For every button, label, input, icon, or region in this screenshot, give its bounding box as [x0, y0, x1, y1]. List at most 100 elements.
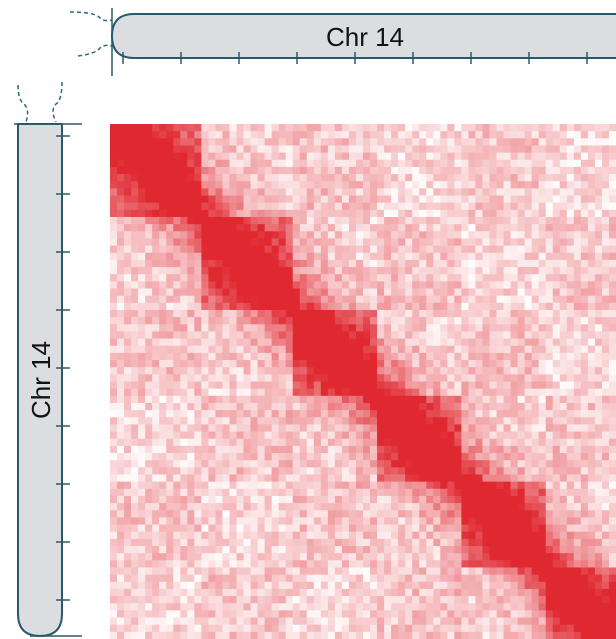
heatmap-cell [180, 288, 188, 297]
heatmap-cell [243, 209, 251, 218]
heatmap-cell [489, 245, 497, 254]
heatmap-cell [552, 453, 561, 461]
heatmap-cell [370, 445, 378, 454]
heatmap-cell [370, 524, 378, 533]
heatmap-cell [117, 581, 125, 590]
heatmap-cell [208, 174, 216, 182]
heatmap-cell [475, 588, 483, 597]
heatmap-cell [138, 431, 146, 440]
heatmap-cell [173, 295, 181, 304]
heatmap-cell [306, 231, 315, 239]
heatmap-cell [173, 445, 181, 454]
heatmap-cell [278, 402, 287, 411]
heatmap-cell [510, 381, 519, 390]
heatmap-cell [503, 324, 511, 332]
heatmap-cell [194, 159, 202, 168]
heatmap-cell [419, 216, 427, 225]
heatmap-cell [503, 510, 511, 518]
heatmap-cell [299, 617, 308, 626]
heatmap-cell [222, 402, 230, 411]
heatmap-cell [285, 224, 294, 232]
heatmap-cell [510, 302, 519, 311]
heatmap-cell [173, 209, 181, 218]
heatmap-cell [426, 145, 434, 154]
heatmap-cell [166, 567, 174, 576]
heatmap-cell [257, 617, 266, 626]
heatmap-cell [257, 367, 266, 375]
heatmap-cell [384, 438, 392, 447]
heatmap-cell [391, 395, 399, 404]
heatmap-cell [264, 360, 273, 368]
heatmap-cell [419, 338, 427, 347]
heatmap-cell [180, 524, 188, 533]
heatmap-cell [355, 574, 364, 583]
heatmap-cell [138, 567, 146, 576]
heatmap-cell [215, 195, 223, 204]
heatmap-cell [482, 445, 490, 454]
heatmap-cell [594, 195, 603, 204]
heatmap-cell [145, 209, 153, 218]
heatmap-cell [482, 453, 490, 461]
heatmap-cell [131, 166, 139, 175]
heatmap-cell [152, 402, 160, 411]
heatmap-cell [131, 467, 139, 475]
heatmap-cell [145, 360, 153, 368]
heatmap-cell [405, 216, 413, 225]
heatmap-cell [447, 510, 455, 518]
heatmap-cell [341, 374, 350, 382]
heatmap-cell [461, 546, 469, 554]
heatmap-cell [299, 588, 308, 597]
heatmap-cell [573, 188, 582, 196]
heatmap-cell [468, 367, 476, 375]
heatmap-cell [236, 166, 244, 175]
heatmap-cell [454, 188, 462, 196]
heatmap-cell [208, 510, 216, 518]
heatmap-cell [306, 302, 315, 311]
heatmap-cell [489, 216, 497, 225]
heatmap-cell [292, 367, 301, 375]
heatmap-cell [482, 267, 490, 275]
heatmap-cell [538, 488, 547, 497]
heatmap-cell [306, 295, 315, 304]
heatmap-cell [496, 388, 504, 397]
heatmap-cell [601, 553, 610, 561]
heatmap-cell [496, 453, 504, 461]
heatmap-cell [524, 138, 533, 146]
heatmap-cell [110, 488, 118, 497]
heatmap-cell [545, 495, 554, 504]
heatmap-cell [250, 495, 258, 504]
heatmap-cell [545, 302, 554, 311]
heatmap-cell [215, 495, 223, 504]
heatmap-cell [299, 524, 308, 533]
heatmap-cell [433, 603, 441, 611]
heatmap-cell [215, 174, 223, 182]
heatmap-cell [461, 610, 469, 618]
heatmap-cell [419, 417, 427, 425]
heatmap-cell [271, 617, 280, 626]
heatmap-cell [229, 438, 237, 447]
heatmap-cell [194, 395, 202, 404]
heatmap-cell [419, 274, 427, 282]
heatmap-cell [320, 309, 329, 318]
heatmap-cell [320, 553, 329, 561]
heatmap-cell [510, 495, 519, 504]
heatmap-cell [398, 181, 406, 189]
heatmap-cell [299, 460, 308, 468]
heatmap-cell [545, 596, 554, 604]
heatmap-cell [306, 367, 315, 375]
heatmap-cell [278, 267, 287, 275]
heatmap-cell [250, 531, 258, 540]
heatmap-cell [531, 402, 540, 411]
heatmap-cell [412, 395, 420, 404]
heatmap-cell [159, 567, 167, 576]
heatmap-cell [580, 445, 589, 454]
heatmap-cell [236, 553, 244, 561]
heatmap-cell [461, 259, 469, 268]
heatmap-cell [608, 331, 616, 339]
heatmap-cell [552, 581, 561, 590]
heatmap-cell [524, 574, 533, 583]
heatmap-cell [412, 538, 420, 547]
heatmap-cell [306, 424, 315, 432]
heatmap-cell [327, 231, 336, 239]
heatmap-cell [510, 124, 519, 132]
